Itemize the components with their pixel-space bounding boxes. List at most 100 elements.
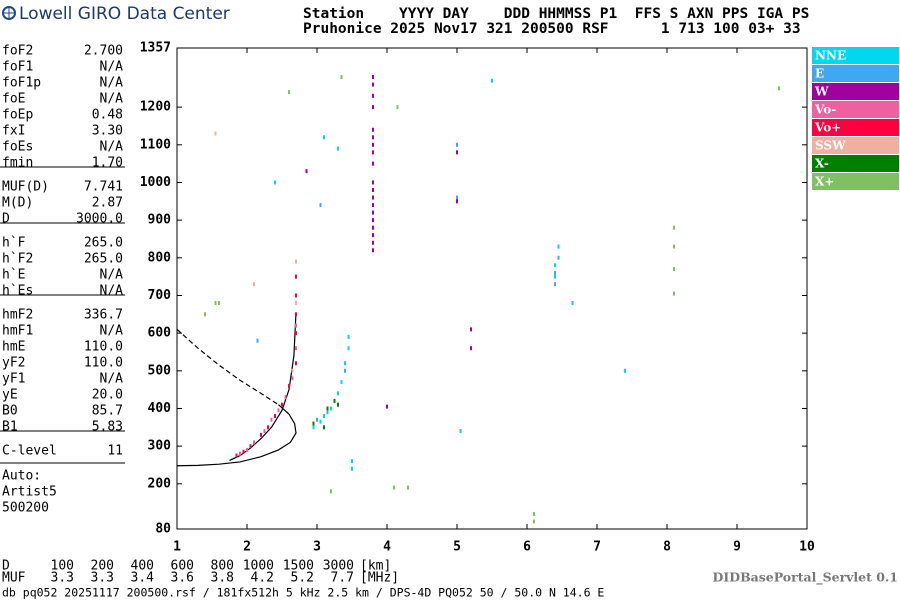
param-value: N/A (100, 268, 124, 283)
y-tick-label: 1000 (140, 175, 171, 190)
echo-point (295, 301, 297, 306)
param-name: foEs (2, 140, 33, 155)
param-value: 336.7 (84, 308, 123, 323)
x-tick-label: 8 (663, 540, 671, 555)
d-value: 200 (91, 559, 114, 574)
echo-point (214, 131, 217, 136)
echo-point (372, 75, 374, 80)
x-tick-label: 7 (593, 540, 601, 555)
logo-text: Lowell GIRO Data Center (19, 4, 230, 24)
echo-point (316, 417, 318, 422)
param-name: h`Es (2, 284, 33, 299)
param-value: N/A (100, 284, 124, 299)
echo-point (235, 453, 238, 458)
echo-point (218, 301, 220, 306)
echo-point (281, 402, 283, 407)
param-value: N/A (100, 60, 124, 75)
echo-point (372, 93, 374, 98)
echo-point (270, 417, 273, 422)
param-name: M(D) (2, 196, 33, 211)
echo-point (295, 293, 297, 298)
echo-point (337, 391, 339, 396)
echo-point (372, 82, 374, 87)
param-value: 7.741 (84, 180, 123, 195)
echo-point (459, 429, 462, 434)
echo-point (673, 225, 675, 230)
y-tick-label: 300 (148, 439, 172, 454)
echo-point (533, 511, 535, 516)
muf-value: 4.2 (251, 571, 274, 586)
muf-units: [MHz] (360, 571, 399, 586)
param-value: 5.83 (92, 420, 123, 435)
echo-point (267, 425, 269, 430)
y-tick-label: 200 (148, 476, 172, 491)
echo-point (295, 331, 297, 336)
param-name: B0 (2, 404, 18, 419)
echo-point (407, 485, 409, 490)
echo-point (386, 404, 388, 409)
param-value: 2.700 (84, 44, 123, 59)
muf-value: 3.3 (91, 571, 114, 586)
legend-label: Vo+ (814, 121, 841, 135)
plot-frame (176, 47, 808, 530)
legend-label: SSW (815, 139, 846, 153)
echo-point (291, 376, 294, 381)
echo-point (330, 489, 332, 494)
echo-point (351, 459, 353, 464)
legend-label: E (815, 67, 824, 81)
param-name: foF1p (2, 76, 41, 91)
echo-point (214, 301, 217, 306)
echo-point (319, 419, 322, 424)
y-tick-label: 600 (148, 326, 172, 341)
echo-point (253, 440, 255, 445)
param-value: N/A (100, 324, 124, 339)
echo-point (323, 414, 325, 419)
x-tick-label: 5 (453, 540, 461, 555)
echo-point (347, 346, 350, 351)
auto-line: Artist5 (2, 485, 57, 500)
echo-point (312, 421, 315, 426)
echo-point (340, 75, 343, 80)
logo-icon (2, 6, 16, 20)
legend-label: NNE (815, 49, 846, 63)
echo-point (456, 195, 458, 200)
echo-point (554, 270, 556, 275)
x-tick-label: 1 (173, 540, 181, 555)
echo-point (470, 327, 472, 332)
echo-point (372, 233, 374, 238)
legend-swatch (812, 47, 899, 64)
legend-swatch (812, 137, 899, 154)
d-value: 1000 (243, 559, 274, 574)
legend-swatch (812, 155, 899, 172)
echo-point (554, 282, 556, 287)
muf-value: 5.2 (291, 571, 314, 586)
param-value: N/A (100, 372, 124, 387)
echo-point (288, 383, 290, 388)
echo-point (372, 218, 374, 223)
param-name: hmF2 (2, 308, 33, 323)
y-tick-label: 800 (148, 250, 172, 265)
echo-point (330, 406, 332, 411)
y-tick-label: 1100 (140, 137, 171, 152)
echo-point (673, 291, 675, 296)
y-tick-label: 400 (148, 401, 172, 416)
param-value: 265.0 (84, 252, 123, 267)
echo-point (326, 406, 329, 411)
param-name: h`E (2, 268, 25, 283)
echo-point (295, 323, 297, 328)
echo-point (372, 240, 374, 245)
echo-point (372, 225, 374, 230)
echo-point (288, 90, 290, 95)
param-name: yE (2, 388, 18, 403)
param-name: h`F2 (2, 252, 33, 267)
param-name: foE (2, 92, 25, 107)
param-name: hmF1 (2, 324, 33, 339)
echo-point (372, 150, 374, 155)
param-name: hmE (2, 340, 25, 355)
y-tick-label: 1357 (140, 41, 171, 56)
muf-label: MUF (2, 571, 26, 586)
param-value: 110.0 (84, 356, 123, 371)
param-value: 2.87 (92, 196, 123, 211)
echo-point (456, 142, 458, 147)
